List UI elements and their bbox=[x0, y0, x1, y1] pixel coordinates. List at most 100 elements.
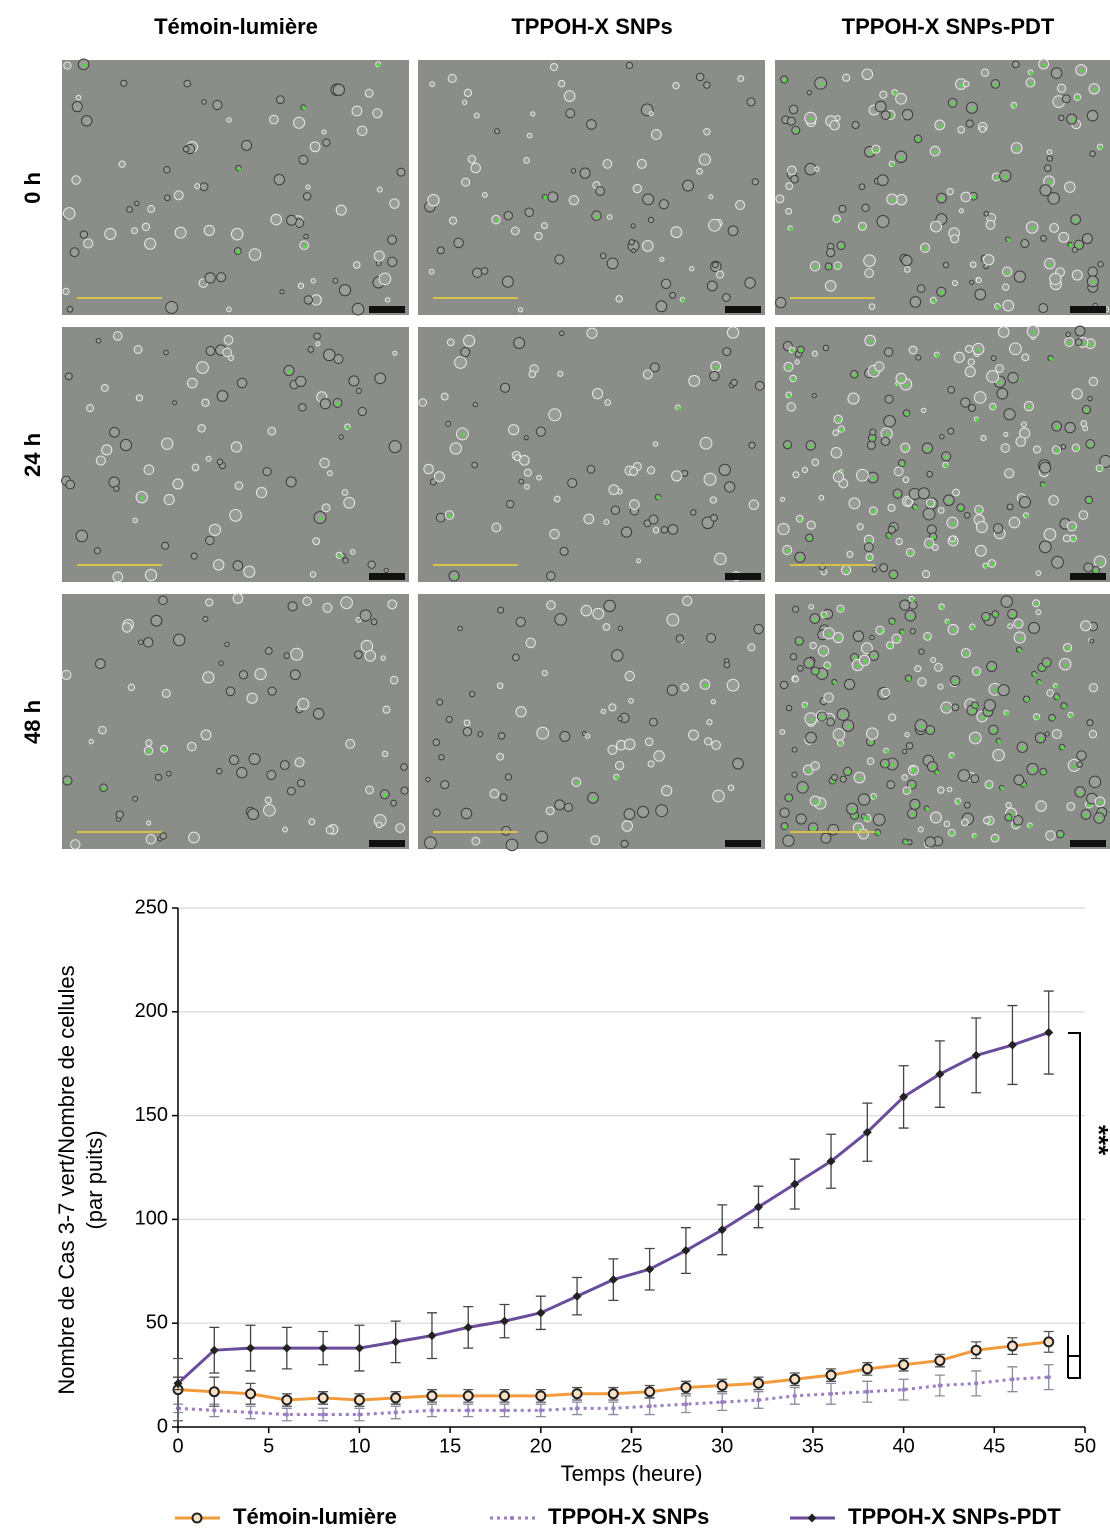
green-signal bbox=[1089, 342, 1094, 347]
cell bbox=[1002, 299, 1015, 312]
marker bbox=[173, 1378, 183, 1388]
cell bbox=[902, 476, 910, 484]
cell bbox=[792, 675, 799, 683]
cell bbox=[290, 647, 304, 661]
green-signal bbox=[987, 710, 991, 715]
cell bbox=[113, 485, 120, 492]
cell bbox=[303, 233, 309, 240]
cell bbox=[790, 174, 799, 184]
cell bbox=[986, 370, 1000, 383]
cell bbox=[695, 72, 705, 82]
cell bbox=[708, 194, 714, 200]
marker bbox=[611, 1406, 616, 1411]
green-signal bbox=[1093, 88, 1098, 92]
marker bbox=[357, 1412, 362, 1417]
green-signal bbox=[932, 299, 937, 304]
green-signal bbox=[900, 377, 904, 382]
cell bbox=[1044, 731, 1050, 737]
green-signal bbox=[909, 551, 914, 556]
cell bbox=[449, 442, 462, 455]
green-signal bbox=[1031, 768, 1036, 772]
cell bbox=[438, 754, 445, 761]
green-signal bbox=[833, 681, 838, 685]
cell bbox=[378, 272, 392, 286]
green-signal bbox=[1021, 746, 1026, 750]
cell bbox=[457, 625, 463, 632]
cell bbox=[226, 306, 232, 313]
cell bbox=[497, 732, 506, 740]
cell bbox=[682, 179, 694, 192]
cell bbox=[477, 731, 484, 738]
green-signal bbox=[798, 640, 802, 644]
cell bbox=[961, 818, 969, 827]
cell bbox=[294, 757, 305, 768]
cell bbox=[602, 158, 613, 169]
cell bbox=[568, 195, 579, 206]
green-signal bbox=[1080, 69, 1084, 73]
cell bbox=[647, 760, 655, 768]
cell bbox=[1047, 192, 1060, 205]
marker bbox=[826, 1156, 836, 1166]
cell bbox=[726, 326, 740, 339]
legend-marker bbox=[191, 1512, 203, 1524]
green-signal bbox=[984, 564, 989, 569]
cell bbox=[997, 326, 1010, 338]
cell bbox=[266, 770, 277, 781]
cell bbox=[517, 307, 524, 313]
green-signal bbox=[1070, 118, 1075, 122]
cell bbox=[86, 404, 95, 413]
cell bbox=[860, 642, 873, 655]
green-signal bbox=[1035, 715, 1040, 720]
x-tick-label: 0 bbox=[172, 1435, 183, 1457]
cell bbox=[792, 605, 800, 613]
cell bbox=[965, 119, 974, 128]
cell bbox=[751, 178, 759, 186]
green-signal bbox=[932, 535, 936, 540]
cell bbox=[232, 593, 244, 604]
cell bbox=[655, 300, 668, 313]
green-signal bbox=[1076, 96, 1081, 100]
green-signal bbox=[615, 776, 620, 780]
green-signal bbox=[799, 556, 803, 561]
green-signal bbox=[1041, 666, 1045, 671]
cell bbox=[205, 346, 216, 356]
cell bbox=[595, 186, 606, 196]
green-signal bbox=[1011, 613, 1016, 617]
green-signal bbox=[786, 443, 791, 448]
cell bbox=[424, 836, 437, 850]
cell bbox=[791, 771, 798, 778]
cell bbox=[590, 835, 601, 846]
cell bbox=[652, 527, 660, 534]
green-signal bbox=[789, 227, 794, 231]
cell bbox=[163, 166, 171, 174]
cell bbox=[523, 468, 532, 477]
cell bbox=[506, 499, 515, 509]
cell bbox=[963, 801, 971, 809]
cell bbox=[710, 699, 716, 705]
cell bbox=[608, 484, 620, 496]
cell bbox=[826, 717, 836, 727]
legend-marker bbox=[509, 1515, 515, 1521]
image-grid bbox=[61, 58, 1110, 852]
cell bbox=[623, 738, 636, 751]
cell bbox=[814, 166, 820, 172]
green-signal bbox=[996, 305, 1001, 309]
green-signal bbox=[900, 630, 905, 635]
cell bbox=[583, 513, 595, 525]
cell bbox=[811, 458, 820, 467]
cell bbox=[1000, 443, 1010, 453]
green-signal bbox=[928, 542, 932, 547]
cell bbox=[1032, 445, 1042, 454]
green-signal bbox=[889, 114, 894, 118]
cell bbox=[958, 208, 964, 214]
cell bbox=[653, 750, 665, 762]
cell bbox=[173, 633, 186, 647]
cell bbox=[669, 291, 677, 299]
green-signal bbox=[1064, 663, 1068, 668]
cell bbox=[1086, 719, 1094, 727]
cell bbox=[298, 154, 309, 165]
cell bbox=[858, 183, 866, 191]
green-signal bbox=[926, 635, 931, 640]
green-signal bbox=[1099, 800, 1103, 805]
cell bbox=[546, 600, 556, 610]
